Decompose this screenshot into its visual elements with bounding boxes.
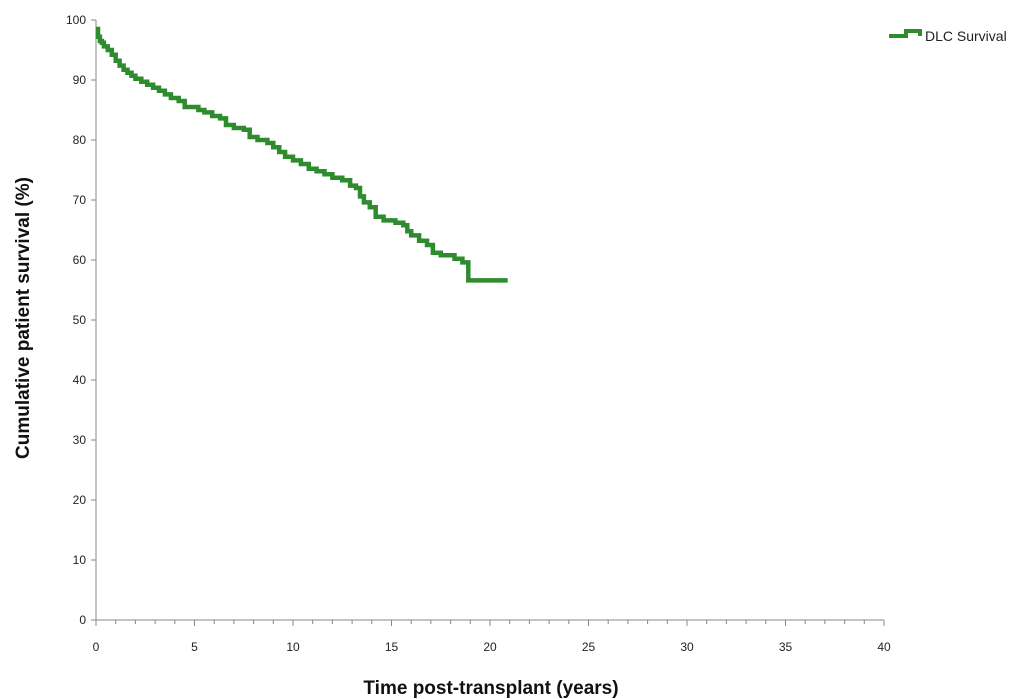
- y-tick-label: 60: [73, 253, 87, 267]
- x-tick-label: 0: [93, 640, 100, 654]
- y-tick-label: 0: [79, 613, 86, 627]
- y-tick-label: 30: [73, 433, 87, 447]
- x-tick-label: 10: [286, 640, 300, 654]
- y-tick-label: 70: [73, 193, 87, 207]
- y-tick-label: 50: [73, 313, 87, 327]
- x-tick-label: 30: [680, 640, 694, 654]
- series-line-dlc-survival: [95, 26, 508, 283]
- x-tick-label: 40: [877, 640, 891, 654]
- series-layer: [95, 26, 508, 283]
- y-tick-label: 90: [73, 73, 87, 87]
- legend-swatch: [889, 29, 922, 38]
- legend: DLC Survival: [889, 28, 1007, 44]
- y-axis: 0 10 20 30 40 50 60 70 80 90 100: [66, 13, 97, 627]
- y-axis-title: Cumulative patient survival (%): [13, 177, 34, 459]
- y-tick-label: 20: [73, 493, 87, 507]
- x-axis: 0 5 10 15 20 25 30 35 40: [93, 619, 891, 654]
- x-tick-label: 35: [779, 640, 793, 654]
- x-tick-label: 20: [483, 640, 497, 654]
- y-tick-label: 80: [73, 133, 87, 147]
- y-tick-label: 40: [73, 373, 87, 387]
- y-tick-label: 100: [66, 13, 86, 27]
- legend-label-dlc-survival: DLC Survival: [925, 28, 1007, 44]
- x-tick-label: 25: [582, 640, 596, 654]
- x-tick-label: 5: [191, 640, 198, 654]
- y-tick-label: 10: [73, 553, 87, 567]
- x-tick-label: 15: [385, 640, 399, 654]
- x-axis-title: Time post-transplant (years): [363, 678, 618, 699]
